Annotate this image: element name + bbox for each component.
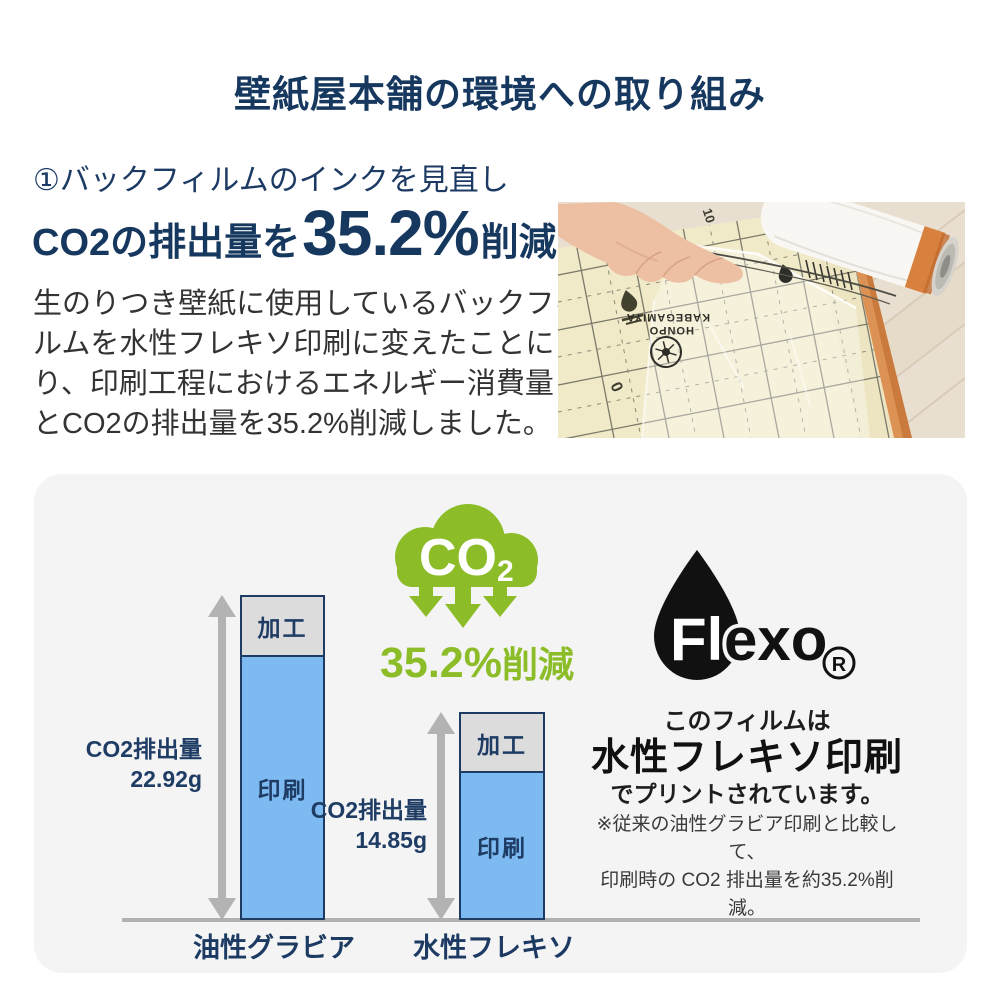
flexo-droplet-icon [654,550,740,680]
film-print-text: KABEGAMIYA HONPO [626,311,710,336]
total-label-text: CO2排出量 [85,736,202,762]
film-print-line1: KABEGAMIYA [626,311,710,323]
intro-paragraph: 生のりつき壁紙に使用しているバックフィ ルムを水性フレキソ印刷に変えたことによ … [33,284,583,444]
film-description-line2: 水性フレキソ印刷 [590,737,903,779]
film-print-line2: HONPO [649,324,694,336]
highlight-value: 35.2% [302,197,479,269]
total-label-gravure: CO2排出量 22.92g [64,734,202,794]
registered-mark-icon [822,646,856,680]
arrow-down-icon [208,898,236,920]
flexo-brand-after-drop: exo [724,606,827,673]
cloud-co2-text: CO [419,529,497,587]
segment-label: 印刷 [477,834,527,861]
transparent-film: KABEGAMIYA HONPO [626,242,870,438]
highlight-suffix: 削減 [480,222,557,264]
arrow-up-icon [208,595,236,617]
total-label-value: 22.92g [130,766,202,792]
wallpaper-roll [760,202,959,297]
co2-highlight: CO2の排出量を 35.2% 削減 [32,201,557,266]
film-hash-marks [805,259,853,291]
footnote-line: ※従来の油性グラビア印刷と比較して、 [596,814,898,863]
flexo-brand-outline: exo [724,606,827,673]
total-label-text: CO2排出量 [310,797,427,823]
film-description-line1: このフィルムは [663,708,831,735]
body-line: ルムを水性フレキソ印刷に変えたことによ [33,328,584,360]
cloud-co2-subscript: 2 [497,555,514,588]
film-droplet-mark [778,264,793,283]
x-label-flexo: 水性フレキソ [413,933,575,963]
arrow-up-icon [427,712,455,734]
segment-label: 加工 [257,615,308,641]
arrow-down-icon [427,898,455,920]
bar-flexo: 加工 印刷 [459,712,545,920]
film-emblem [650,336,682,368]
bar-gravure: 加工 印刷 [240,595,325,920]
sheet-droplet-mark [621,290,644,325]
section-heading: ①バックフィルムのインクを見直し [33,164,509,197]
total-label-flexo: CO2排出量 14.85g [289,795,427,855]
bar-segment-processing: 加工 [461,714,543,773]
film-description-line3: でプリントされています。 [610,781,884,807]
bar-segment-processing: 加工 [242,597,323,657]
eco-info-panel: CO2排出量 22.92g 加工 印刷 油性グラビア CO2排出量 14.85g [34,474,967,973]
hand [558,202,743,284]
range-arrow-flexo [427,712,455,920]
chart-baseline [122,918,920,922]
footnote: ※従来の油性グラビア印刷と比較して、 印刷時の CO2 排出量を約35.2%削減… [587,811,907,923]
footnote-line: 印刷時の CO2 排出量を約35.2%削減。 [600,870,894,919]
body-line: 生のりつき壁紙に使用しているバックフィ [33,288,583,320]
range-arrow-gravure [208,595,236,920]
highlight-prefix: CO2の排出量を [32,222,301,264]
flexo-logo: exo Fl exo R [654,550,856,680]
reduction-label: 35.2%削減 [352,636,602,688]
ruler-number: 10 [700,206,719,224]
reduction-value: 35.2% [380,639,502,687]
sheet-orange-edge [851,264,912,438]
registered-mark-letter: R [832,654,847,676]
x-label-gravure: 油性グラビア [193,933,355,963]
flexo-brand-on-drop: Fl [670,606,723,673]
segment-label: 印刷 [257,776,308,803]
page-title: 壁紙屋本舗の環境への取り組み [234,74,766,115]
bar-segment-printing: 印刷 [242,657,323,918]
body-line: とCO2の排出量を35.2%削減しました。 [33,408,552,440]
bar-segment-printing: 印刷 [461,773,543,918]
product-photo: 10 0 KABEGAMIYA [558,202,965,438]
total-label-value: 14.85g [355,827,427,853]
reduction-suffix: 削減 [501,644,574,685]
segment-label: 加工 [477,731,527,758]
co2-cloud-icon: CO 2 [395,504,538,628]
body-line: り、印刷工程におけるエネルギー消費量 [33,368,554,400]
